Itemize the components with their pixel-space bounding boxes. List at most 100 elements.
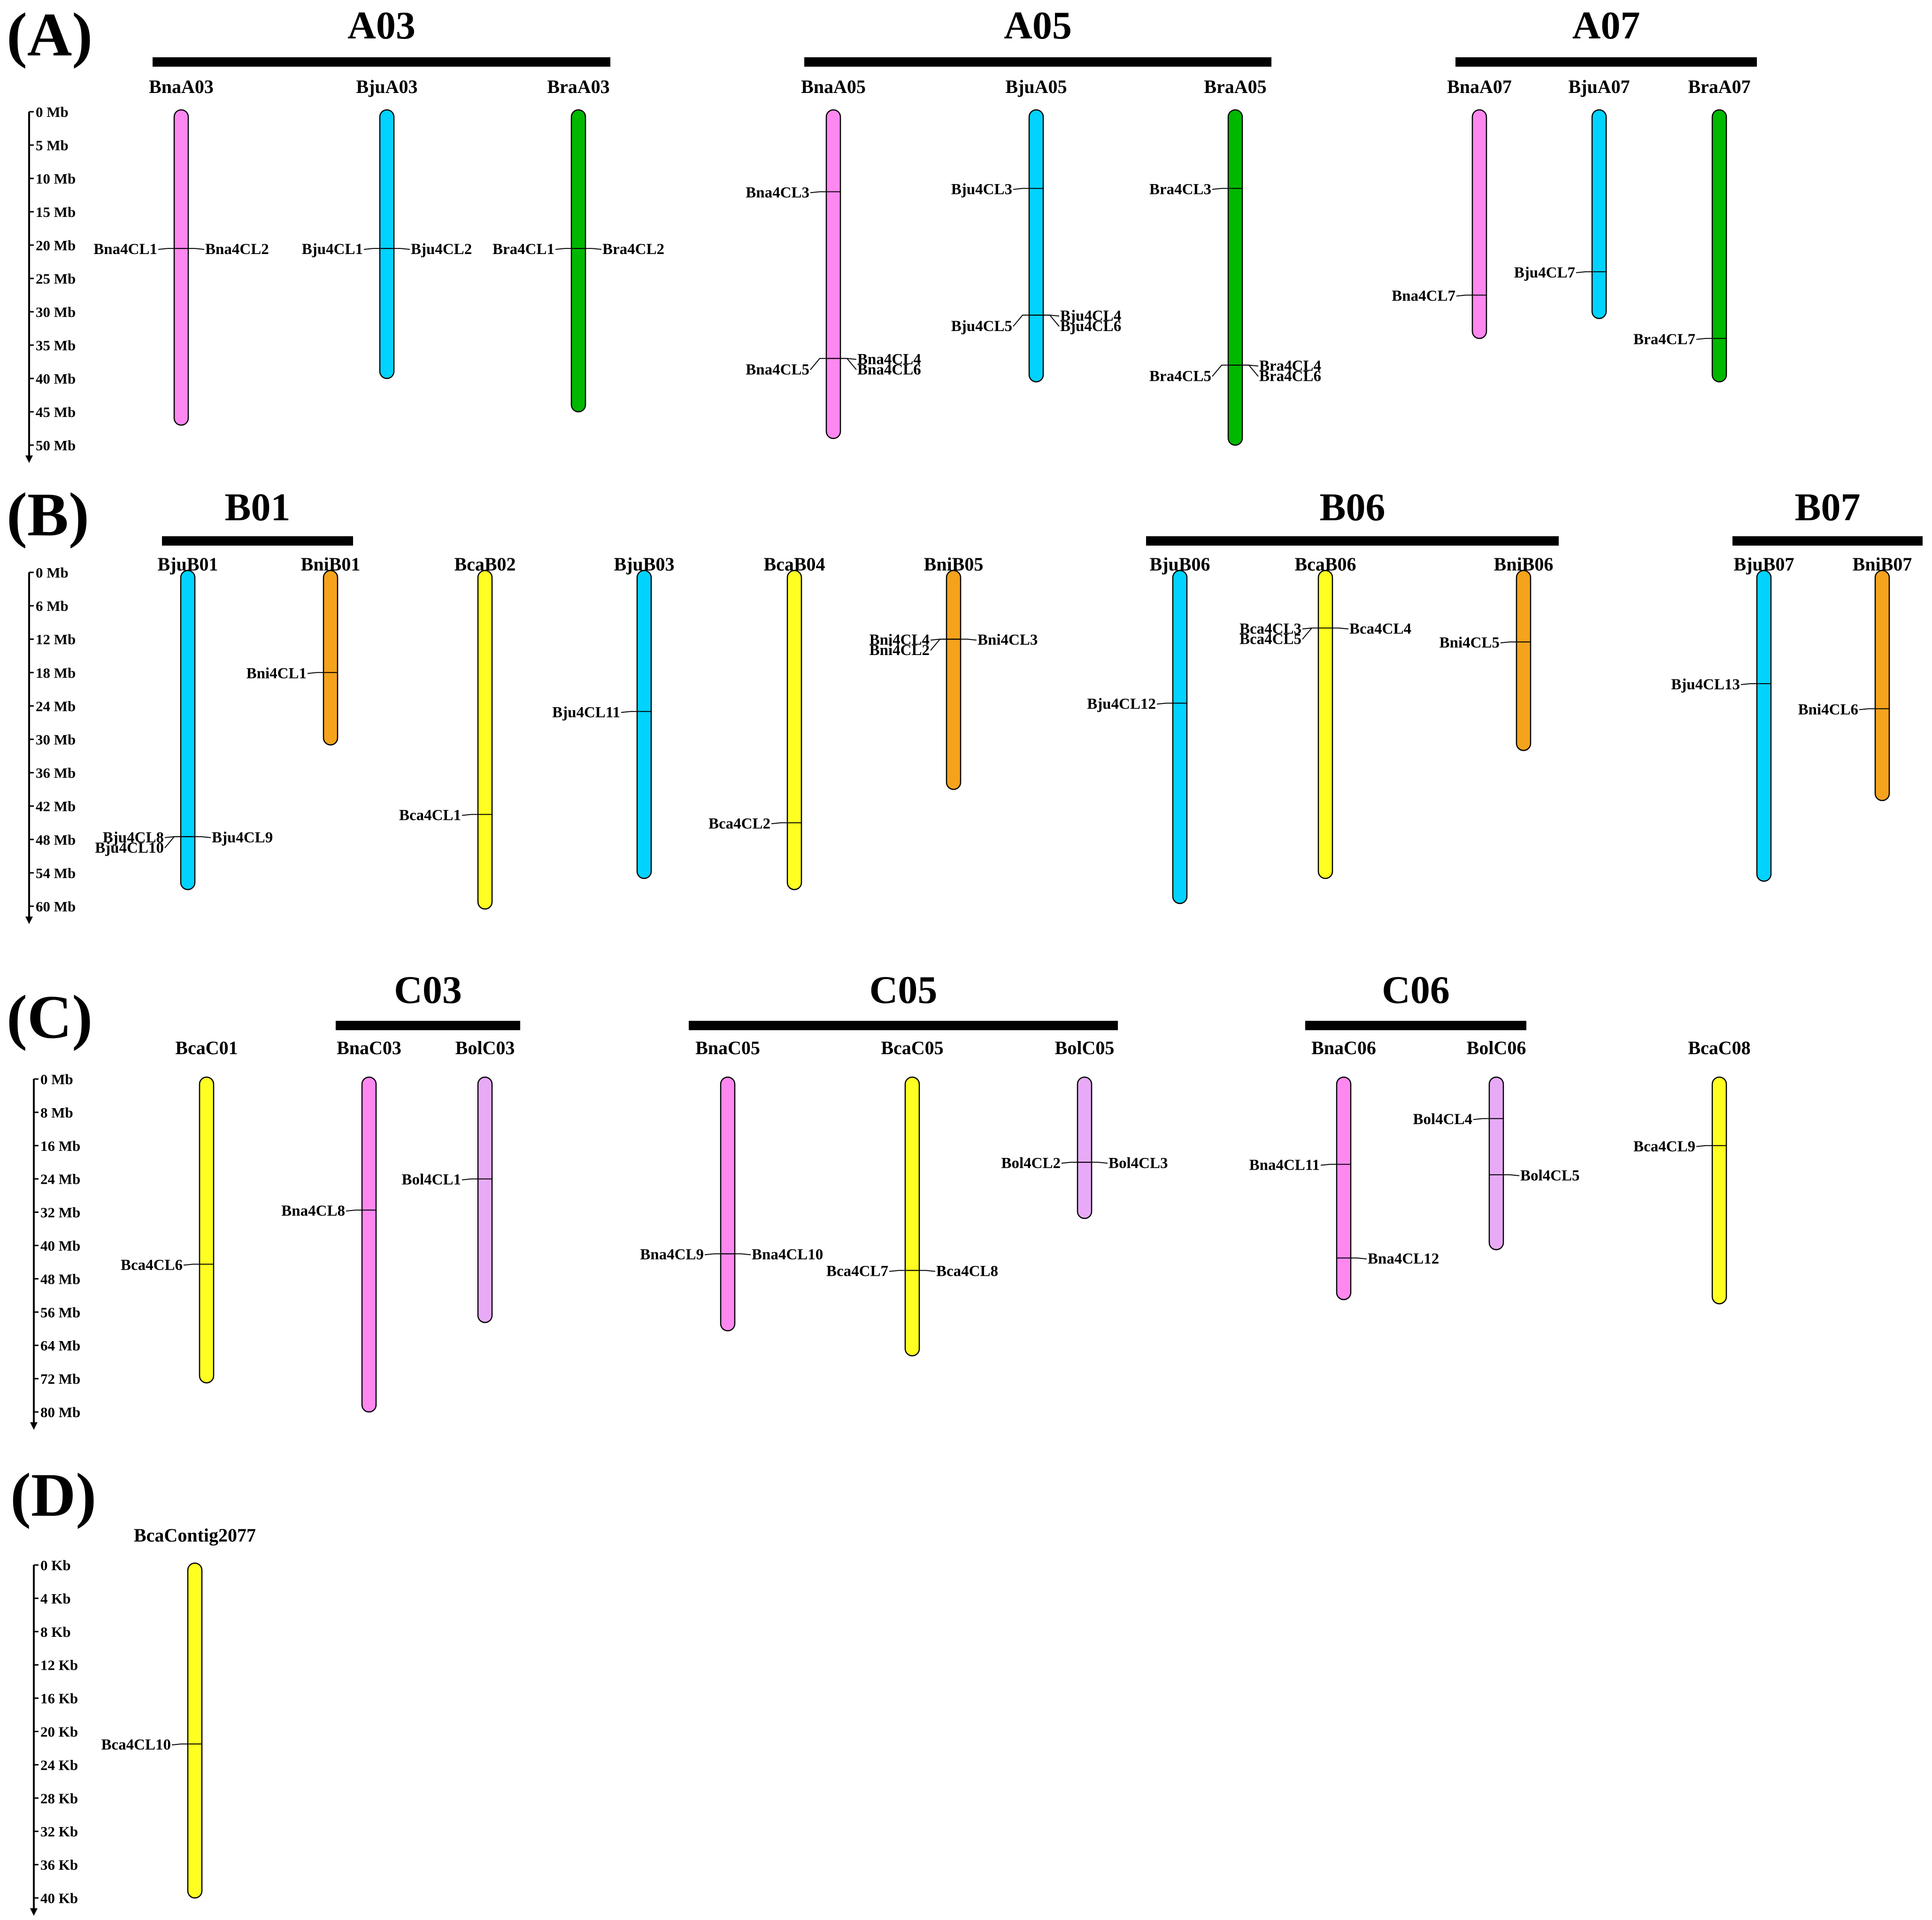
scale-tick-label: 24 Mb xyxy=(40,1171,80,1187)
gene-leader-line xyxy=(1242,364,1259,377)
chromosome-label: BcaB06 xyxy=(1294,554,1356,575)
gene-label-Bna4CL11: Bna4CL11 xyxy=(1249,1157,1320,1174)
gene-leader-line xyxy=(889,1270,905,1272)
gene-leader-line xyxy=(1043,315,1060,327)
scale-tick-label: 6 Mb xyxy=(36,598,69,614)
chromosome-BnaA07: BnaA07 Bna4CL7 xyxy=(1392,76,1512,339)
scale-tick-label: 40 Mb xyxy=(40,1238,80,1254)
gene-label-Bna4CL1: Bna4CL1 xyxy=(93,241,157,258)
chromosome-label: BniB01 xyxy=(301,554,361,575)
chromosome-body xyxy=(636,570,652,879)
chromosome-BjuB07: BjuB07 Bju4CL13 xyxy=(1671,554,1794,882)
chromosome-label: BnaC03 xyxy=(337,1037,401,1058)
gene-label-Bra4CL1: Bra4CL1 xyxy=(493,241,554,258)
gene-label-Bni4CL3: Bni4CL3 xyxy=(978,632,1038,648)
scale-tick-label: 20 Kb xyxy=(40,1724,78,1740)
gene-label-Bca4CL8: Bca4CL8 xyxy=(936,1263,998,1280)
gene-label-Bna4CL7: Bna4CL7 xyxy=(1392,288,1455,305)
chromosome-label: BcaB02 xyxy=(454,554,516,575)
gene-leader-line xyxy=(183,1264,200,1266)
chromosome-body xyxy=(1336,1076,1352,1300)
chromosome-body xyxy=(1317,570,1333,879)
chromosome-BolC05: BolC05 Bol4CL2 Bol4CL3 xyxy=(1001,1037,1168,1219)
chromosome-label: BjuA03 xyxy=(356,76,417,97)
gene-label-Bna4CL5: Bna4CL5 xyxy=(746,361,809,378)
scale-tick-label: 32 Kb xyxy=(40,1823,78,1840)
scale-tick-label: 35 Mb xyxy=(36,337,76,354)
gene-leader-line xyxy=(1456,294,1472,297)
gene-label-Bol4CL4: Bol4CL4 xyxy=(1413,1111,1472,1128)
gene-leader-line xyxy=(171,1743,188,1746)
chromosome-label: BolC05 xyxy=(1055,1037,1115,1058)
scale-tick-label: 40 Mb xyxy=(36,370,76,387)
gene-leader-line xyxy=(158,248,174,250)
gene-leader-line xyxy=(621,711,637,713)
gene-label-Bju4CL2: Bju4CL2 xyxy=(411,241,472,258)
chromosome-label: BniB05 xyxy=(924,554,984,575)
scale-tick-label: 0 Kb xyxy=(40,1557,71,1573)
chromosome-body xyxy=(1591,109,1607,319)
scale-tick-label: 45 Mb xyxy=(36,404,76,420)
chromosome-body xyxy=(1488,1076,1504,1250)
chromosome-label: BjuB01 xyxy=(158,554,218,575)
chromosome-label: BcaC05 xyxy=(881,1037,943,1058)
chromosome-label: BjuB06 xyxy=(1150,554,1210,575)
chromosome-body xyxy=(1874,570,1890,802)
chromosome-BraA03: BraA03 Bra4CL1 Bra4CL2 xyxy=(493,76,664,413)
chromosome-body xyxy=(187,1562,203,1899)
chromosome-body xyxy=(946,570,962,790)
scale-tick-label: 72 Mb xyxy=(40,1371,80,1387)
chromosome-label: BraA03 xyxy=(547,76,609,97)
chromosome-label: BjuA05 xyxy=(1005,76,1067,97)
scale-tick-label: 12 Mb xyxy=(36,631,76,648)
chromosome-label: BjuB07 xyxy=(1734,554,1794,575)
chromosome-BniB06: BniB06 Bni4CL5 xyxy=(1439,554,1553,751)
group-bar-C03 xyxy=(336,1021,520,1030)
group-label-C06: C06 xyxy=(1382,968,1450,1012)
chromosome-body xyxy=(570,109,586,413)
scale-tick-label: 64 Mb xyxy=(40,1337,80,1354)
chromosome-BraA07: BraA07 Bra4CL7 xyxy=(1633,76,1751,383)
chromosome-label: BjuA07 xyxy=(1568,76,1630,97)
group-bar-B06 xyxy=(1146,536,1559,546)
gene-label-Bni4CL6: Bni4CL6 xyxy=(1798,701,1858,718)
gene-label-Bra4CL5: Bra4CL5 xyxy=(1149,368,1211,385)
gene-label-Bra4CL3: Bra4CL3 xyxy=(1149,181,1211,198)
gene-leader-line xyxy=(462,1178,478,1180)
scale-arrowhead xyxy=(30,1422,38,1430)
chromosome-body xyxy=(786,570,802,890)
gene-leader-line xyxy=(930,639,947,651)
scale-tick-label: 10 Mb xyxy=(36,170,76,187)
chromosome-body xyxy=(1711,1076,1727,1304)
chromosome-body xyxy=(904,1076,920,1357)
gene-label-Bna4CL6: Bna4CL6 xyxy=(857,361,921,378)
chromosome-body xyxy=(180,570,196,890)
gene-leader-line xyxy=(919,1270,936,1272)
chromosome-BcaB02: BcaB02 Bca4CL1 xyxy=(399,554,516,910)
chromosome-BcaC08: BcaC08 Bca4CL9 xyxy=(1633,1037,1751,1304)
scale-tick-label: 16 Kb xyxy=(40,1690,78,1707)
chromosome-BniB01: BniB01 Bni4CL1 xyxy=(246,554,361,746)
gene-label-Bol4CL2: Bol4CL2 xyxy=(1001,1155,1061,1172)
gene-label-Bol4CL5: Bol4CL5 xyxy=(1520,1167,1580,1184)
gene-label-Bju4CL6: Bju4CL6 xyxy=(1060,318,1121,335)
gene-leader-line xyxy=(1351,1257,1367,1260)
scale-tick-label: 36 Kb xyxy=(40,1857,78,1873)
gene-leader-line xyxy=(810,191,826,193)
scale-tick-label: 16 Mb xyxy=(40,1138,80,1154)
gene-label-Bra4CL2: Bra4CL2 xyxy=(602,241,664,258)
group-label-B01: B01 xyxy=(224,486,290,529)
chromosome-body xyxy=(1471,109,1487,339)
group-label-A05: A05 xyxy=(1004,4,1072,47)
scale-tick-label: 56 Mb xyxy=(40,1304,80,1320)
chromosome-label: BolC03 xyxy=(455,1037,515,1058)
chromosome-BjuB03: BjuB03 Bju4CL11 xyxy=(552,554,674,879)
group-label-A03: A03 xyxy=(347,4,416,47)
gene-label-Bca4CL5: Bca4CL5 xyxy=(1239,631,1301,648)
chromosome-label: BnaC05 xyxy=(695,1037,760,1058)
scale-tick-label: 24 Mb xyxy=(36,698,76,714)
chromosome-BnaC03: BnaC03 Bna4CL8 xyxy=(281,1037,401,1413)
gene-leader-line xyxy=(704,1253,721,1256)
